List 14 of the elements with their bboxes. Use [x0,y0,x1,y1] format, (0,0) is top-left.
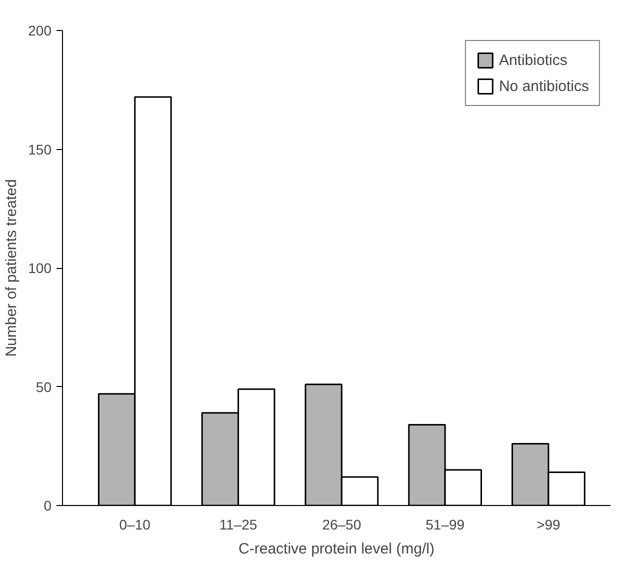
y-tick-label: 150 [28,141,52,158]
x-tick-label: 0–10 [119,516,151,532]
legend-label: Antibiotics [498,52,568,68]
x-tick-label: 26–50 [322,516,362,532]
x-tick-label: >99 [536,516,561,532]
y-tick-label: 100 [28,260,52,276]
x-tick-label: 51–99 [426,516,465,532]
x-tick-label: 11–25 [219,516,258,532]
y-axis-title: Number of patients treated [3,179,20,357]
legend-label: No antibiotics [498,78,589,94]
y-tick-label: 200 [28,22,52,38]
y-tick-label: 0 [44,498,52,514]
y-tick-label: 50 [36,378,52,395]
x-axis-title: C-reactive protein level (mg/l) [238,540,434,558]
